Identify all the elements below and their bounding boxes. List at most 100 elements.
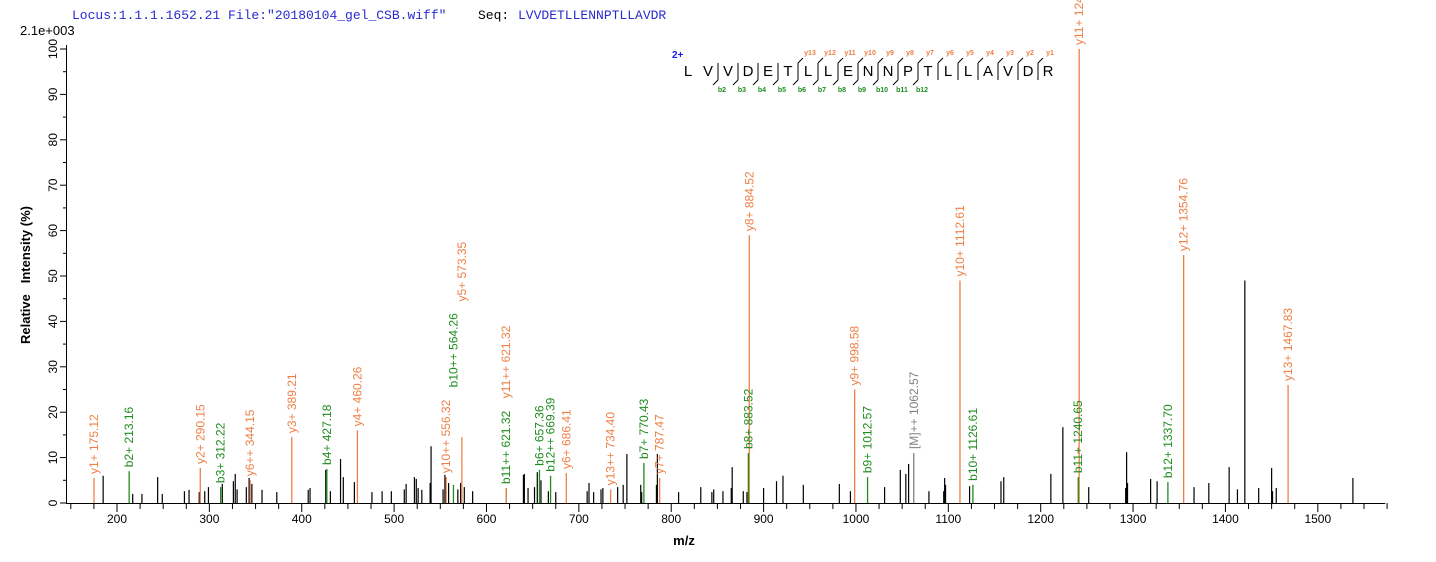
y-ion-marker: y8 [906,50,914,57]
residue: R [1043,63,1054,80]
b-cleavage-hook [912,79,919,86]
residue: L [964,63,972,80]
peaks [93,49,1354,503]
y-tick-label: 70 [46,178,60,192]
b-cleavage-hook [832,79,839,86]
sequence-header: LVVDETLLENNPTLLAVDR [518,8,666,23]
residue: L [804,63,812,80]
b-ion-label: b11++ 621.32 [499,411,513,485]
b-ion-marker: b4 [758,87,766,94]
b-ion-label: b11+ 1240.65 [1071,400,1085,473]
x-tick-label: 500 [384,512,404,526]
y-ion-marker: y1 [1046,50,1054,57]
b-ion-marker: b8 [838,87,846,94]
b-cleavage-hook [872,79,879,86]
residue: T [923,63,932,80]
b-ion-marker: b9 [858,87,866,94]
residue: L [684,63,692,80]
b-ion-marker: b7 [818,87,826,94]
x-tick-label: 300 [199,512,219,526]
b-cleavage-hook [772,79,779,86]
locus-file-label: Locus:1.1.1.1652.21 File:"20180104_gel_C… [72,8,446,23]
y-ion-label: y4+ 460.26 [350,366,364,426]
y-ion-marker: y3 [1006,50,1014,57]
b-ion-label: b9+ 1012.57 [861,406,875,473]
peak-labels: y1+ 175.12 b2+ 213.16 y2+ 290.15 b3+ 312.22… [87,0,1295,485]
y-ion-marker: y13 [804,50,816,57]
y-tick-label: 0 [46,499,60,506]
b-cleavage-hook [852,79,859,86]
b-ion-label: b12++ 669.39 [544,397,558,471]
y-tick-label: 50 [46,269,60,283]
b-ion-label: b8+ 883.52 [741,388,755,449]
residue: T [783,63,792,80]
residue: V [1003,63,1013,80]
y-cleavage-hook [797,57,804,64]
residue: P [903,63,913,80]
x-tick-label: 600 [476,512,496,526]
y-ion-marker: y10 [864,50,876,57]
residue: L [944,63,952,80]
residue: N [883,63,894,80]
residue: D [1023,63,1034,80]
b-ion-label: b2+ 213.16 [122,407,136,468]
y-cleavage-hook [937,57,944,64]
y-tick-label: 30 [46,360,60,374]
y-cleavage-hook [977,57,984,64]
y-ion-label: y6+ 686.41 [559,409,573,469]
b-ion-label: b10++ 564.26 [446,313,460,387]
y-ion-label: y2+ 290.15 [193,404,207,464]
x-tick-label: 1200 [1027,512,1054,526]
y-ion-label: y8+ 884.52 [742,171,756,231]
y-tick-label: 90 [46,87,60,101]
y-cleavage-hook [957,57,964,64]
seq-label: Seq: [478,8,509,23]
y-cleavage-hook [897,57,904,64]
y-tick-label: 20 [46,405,60,419]
y-axis-title: Relative Intensity (%) [18,206,33,344]
residue: V [703,63,713,80]
axes: 200 300 400 500 600 700 800 900 1000 1100 1200 1300… [46,39,1388,526]
y-ion-label: y5+ 573.35 [455,241,469,301]
x-tick-label: 1300 [1120,512,1147,526]
y-ion-marker: y2 [1026,50,1034,57]
y-tick-label: 80 [46,133,60,147]
y-cleavage-hook [877,57,884,64]
x-tick-label: 200 [107,512,127,526]
y-ion-label: y13+ 1467.83 [1281,308,1295,381]
x-tick-label: 1500 [1304,512,1331,526]
b-ion-label: b7+ 770.43 [637,398,651,459]
b-cleavage-hook [712,79,719,86]
y-ion-marker: y7 [926,50,934,57]
b-ion-marker: b10 [876,87,888,94]
residue: D [743,63,754,80]
b-cleavage-hook [732,79,739,86]
y-ion-label: y11++ 621.32 [499,325,513,398]
y-ion-marker: y12 [824,50,836,57]
y-ion-marker: y6 [946,50,954,57]
y-ion-label: y10++ 556.32 [439,399,453,473]
x-tick-label: 700 [569,512,589,526]
y-cleavage-hook [1017,57,1024,64]
y-tick-label: 100 [46,39,60,59]
x-tick-label: 800 [661,512,681,526]
residue: L [824,63,832,80]
residue: E [763,63,773,80]
b-ion-marker: b12 [916,87,928,94]
x-tick-label: 900 [754,512,774,526]
b-ion-label: b4+ 427.18 [320,404,334,465]
y-cleavage-hook [837,57,844,64]
y-cleavage-hook [917,57,924,64]
b-cleavage-hook [792,79,799,86]
b-ion-label: b10+ 1126.61 [966,408,980,481]
y-ion-marker: y9 [886,50,894,57]
b-ion-label: b3+ 312.22 [214,422,228,483]
y-ion-label: y7+ 787.47 [653,414,667,474]
b-ion-marker: b11 [896,87,908,94]
y-cleavage-hook [857,57,864,64]
b-ion-label: b12+ 1337.70 [1161,404,1175,478]
y-tick-label: 10 [46,451,60,465]
x-tick-label: 1000 [843,512,870,526]
x-tick-label: 1400 [1212,512,1239,526]
y-ion-label: y3+ 389.21 [285,373,299,433]
